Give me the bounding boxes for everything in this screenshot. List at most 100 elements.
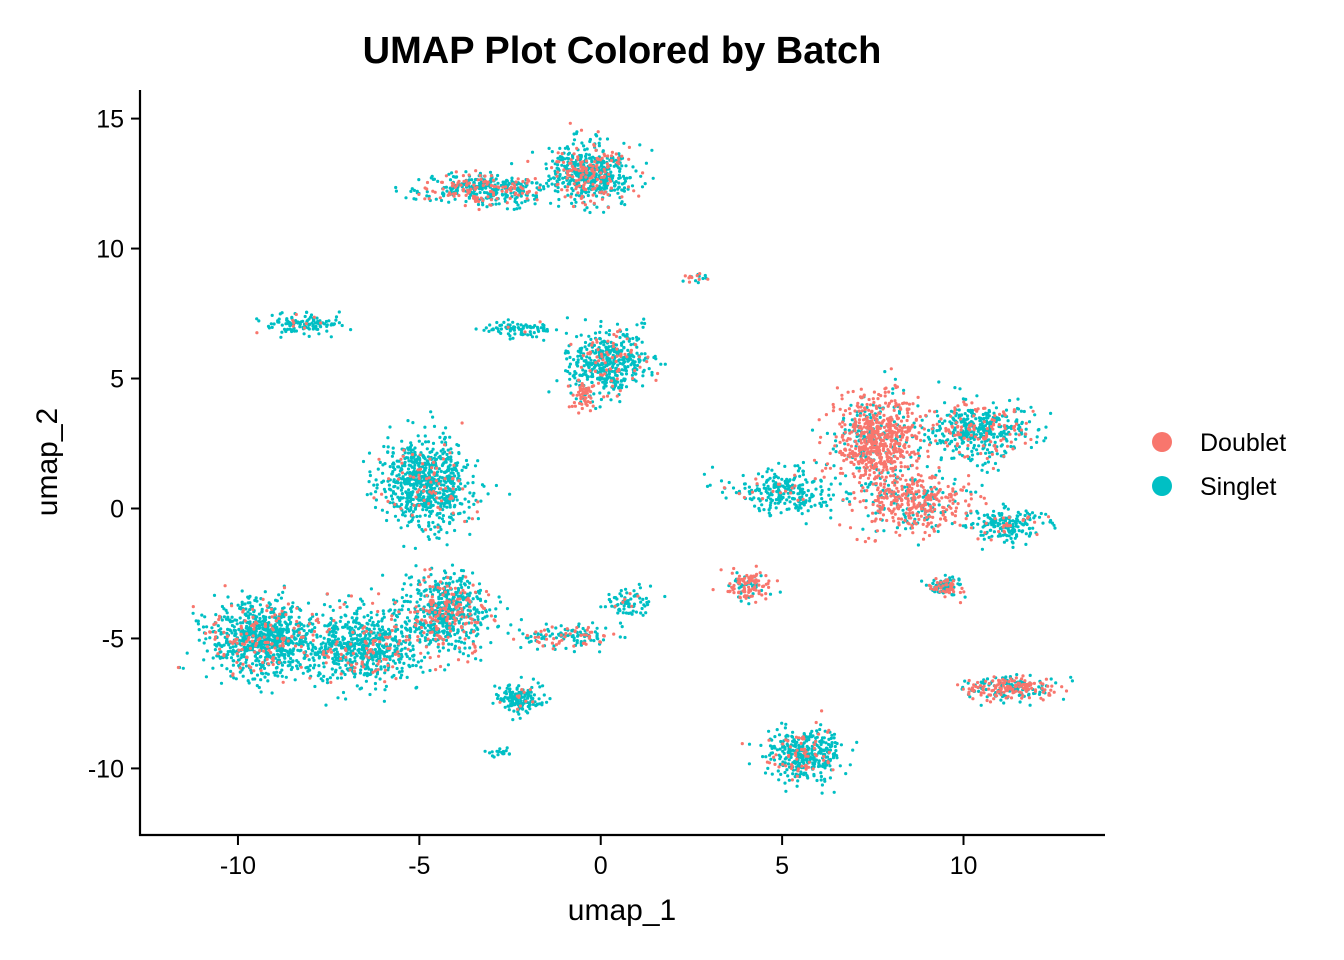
singlet-point	[428, 510, 432, 514]
singlet-point	[437, 516, 441, 520]
singlet-point	[378, 677, 382, 681]
singlet-point	[191, 611, 195, 615]
singlet-point	[577, 181, 581, 185]
singlet-point	[342, 637, 346, 641]
singlet-point	[228, 618, 232, 622]
singlet-point	[453, 467, 457, 472]
singlet-point	[297, 321, 301, 325]
singlet-point	[985, 448, 990, 452]
singlet-point	[386, 445, 390, 449]
singlet-point	[996, 468, 1000, 472]
singlet-point	[257, 659, 261, 663]
singlet-point	[979, 432, 984, 436]
singlet-point	[1035, 435, 1039, 439]
singlet-point	[303, 314, 307, 319]
singlet-point	[782, 492, 786, 496]
singlet-point	[442, 470, 446, 474]
singlet-point	[427, 521, 431, 525]
singlet-point	[871, 403, 875, 407]
singlet-point	[202, 658, 206, 662]
singlet-point	[402, 544, 406, 549]
singlet-point	[821, 500, 825, 504]
singlet-point	[228, 628, 232, 632]
singlet-point	[931, 431, 935, 435]
singlet-point	[768, 487, 772, 491]
singlet-point	[383, 688, 387, 692]
singlet-point	[459, 482, 463, 486]
singlet-point	[978, 419, 983, 423]
singlet-point	[356, 627, 361, 631]
singlet-point	[390, 454, 394, 458]
singlet-point	[453, 503, 457, 507]
singlet-point	[553, 189, 557, 193]
singlet-point	[276, 633, 280, 637]
singlet-point	[820, 791, 824, 795]
singlet-point	[1020, 530, 1024, 534]
singlet-point	[273, 607, 277, 611]
singlet-point	[808, 734, 812, 739]
singlet-point	[710, 465, 715, 469]
singlet-point	[420, 659, 424, 663]
singlet-point	[1027, 420, 1032, 424]
singlet-point	[832, 732, 837, 736]
singlet-point	[260, 610, 264, 614]
singlet-point	[296, 667, 300, 671]
singlet-point	[556, 186, 560, 190]
singlet-point	[999, 454, 1003, 458]
singlet-point	[957, 577, 961, 581]
singlet-point	[855, 740, 859, 745]
singlet-point	[568, 362, 573, 366]
singlet-point	[417, 178, 421, 182]
singlet-point	[283, 328, 288, 332]
singlet-point	[784, 722, 788, 726]
singlet-point	[355, 616, 359, 620]
singlet-point	[1041, 521, 1045, 525]
singlet-point	[1006, 527, 1010, 532]
singlet-point	[936, 529, 940, 534]
singlet-point	[1018, 512, 1022, 517]
singlet-point	[801, 473, 806, 477]
singlet-point	[255, 599, 259, 603]
singlet-point	[611, 364, 615, 368]
singlet-point	[806, 776, 810, 780]
singlet-point	[819, 504, 823, 508]
singlet-point	[535, 186, 539, 190]
singlet-point	[495, 320, 499, 325]
singlet-point	[309, 652, 313, 656]
singlet-point	[381, 471, 385, 475]
singlet-point	[233, 629, 237, 633]
singlet-point	[766, 766, 770, 771]
singlet-point	[331, 657, 335, 661]
singlet-point	[432, 424, 437, 428]
singlet-point	[768, 753, 772, 757]
singlet-point	[768, 592, 773, 596]
singlet-point	[416, 434, 420, 438]
singlet-point	[475, 192, 479, 196]
singlet-point	[771, 479, 775, 483]
singlet-point	[954, 447, 959, 451]
singlet-point	[391, 462, 395, 466]
singlet-point	[394, 189, 398, 193]
singlet-point	[961, 431, 966, 435]
singlet-point	[981, 417, 986, 421]
singlet-point	[949, 409, 954, 413]
singlet-point	[421, 670, 425, 674]
singlet-point	[260, 639, 265, 643]
singlet-point	[314, 612, 319, 617]
singlet-point	[604, 380, 609, 385]
singlet-point	[801, 469, 805, 473]
singlet-point	[767, 508, 771, 512]
singlet-point	[434, 197, 438, 201]
singlet-point	[995, 452, 999, 456]
singlet-point	[602, 181, 606, 185]
singlet-point	[778, 747, 782, 751]
singlet-point	[952, 482, 956, 486]
singlet-point	[1001, 521, 1006, 525]
singlet-point	[891, 391, 895, 395]
singlet-point	[275, 599, 279, 603]
singlet-point	[587, 334, 591, 338]
singlet-point	[612, 378, 616, 382]
singlet-point	[512, 207, 516, 211]
singlet-point	[409, 505, 413, 510]
singlet-point	[727, 480, 731, 485]
